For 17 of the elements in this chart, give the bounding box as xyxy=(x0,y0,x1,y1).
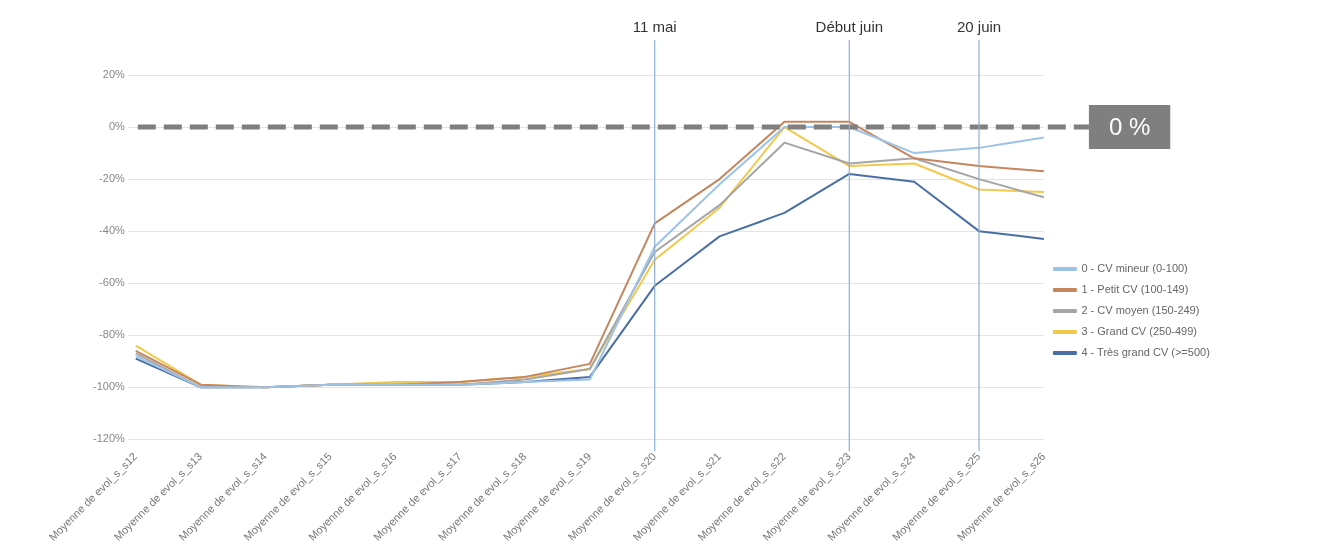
y-tick-label: -40% xyxy=(99,224,126,237)
legend-label: 2 - CV moyen (150-249) xyxy=(1081,304,1200,317)
ref-line-label: Début juin xyxy=(815,17,884,35)
y-tick-label: 20% xyxy=(102,68,125,81)
legend-label: 3 - Grand CV (250-499) xyxy=(1081,325,1197,338)
ref-line-label: 20 juin xyxy=(956,17,1002,35)
legend-label: 4 - Très grand CV (>=500) xyxy=(1081,346,1210,359)
ref-line-label: 0 % xyxy=(1108,112,1151,140)
y-tick-label: -120% xyxy=(93,432,126,445)
legend-label: 0 - CV mineur (0-100) xyxy=(1081,262,1188,275)
y-tick-label: -80% xyxy=(99,328,126,341)
y-tick-label: 0% xyxy=(108,120,126,133)
legend-label: 1 - Petit CV (100-149) xyxy=(1081,283,1189,296)
y-tick-label: -100% xyxy=(93,380,126,393)
ref-line-label: 11 mai xyxy=(632,17,677,35)
y-tick-label: -20% xyxy=(99,172,126,185)
y-tick-label: -60% xyxy=(99,276,126,289)
